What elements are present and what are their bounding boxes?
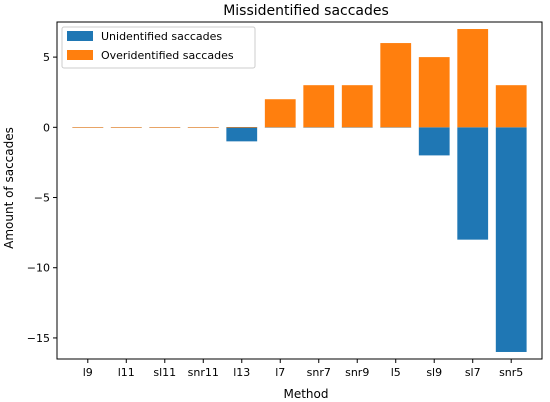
bar-l9 [72, 127, 104, 128]
legend-swatch-unidentified [67, 31, 93, 41]
series-unidentified [72, 127, 527, 352]
bar-snr11 [187, 127, 219, 128]
bar-snr7 [303, 85, 335, 128]
x-tick-label: l5 [391, 366, 401, 379]
bar-snr9 [341, 85, 373, 128]
bar-sl11 [149, 127, 181, 128]
y-tick-label: 5 [43, 51, 50, 64]
x-tick-label: l11 [118, 366, 135, 379]
legend-frame [61, 26, 256, 69]
x-tick-label: sl11 [153, 366, 176, 379]
x-tick-label: snr5 [499, 366, 523, 379]
chart-title: Missidentified saccades [223, 3, 389, 19]
bar-l11 [110, 127, 142, 128]
bar-sl7 [457, 127, 489, 240]
series-overidentified [72, 29, 527, 128]
x-tick-label: snr9 [345, 366, 369, 379]
x-tick-label: sl9 [426, 366, 442, 379]
plot-area: −15 −10 −5 0 5 l9 l11 sl11 snr11 l13 l7 snr7 snr9 l5 s… [27, 21, 543, 379]
y-tick-label: −15 [27, 332, 50, 345]
y-axis-label: Amount of saccades [2, 127, 16, 249]
bar-snr5 [495, 127, 527, 352]
bar-l13 [226, 127, 258, 142]
x-tick-label: l7 [275, 366, 285, 379]
bar-l5 [380, 43, 412, 128]
legend-label-overidentified: Overidentified saccades [101, 49, 234, 62]
bar-l13 [226, 127, 258, 128]
bar-l7 [264, 99, 296, 128]
bar-sl9 [418, 127, 450, 156]
x-axis-label: Method [283, 387, 328, 401]
axes-frame [56, 21, 543, 360]
bar-sl7 [457, 29, 489, 128]
legend-swatch-overidentified [67, 50, 93, 60]
y-tick-label: −5 [34, 192, 50, 205]
x-tick-label: snr11 [188, 366, 219, 379]
x-tick-label: l13 [233, 366, 250, 379]
legend-label-unidentified: Unidentified saccades [101, 30, 222, 43]
x-tick-label: snr7 [307, 366, 331, 379]
y-tick-label: −10 [27, 262, 50, 275]
y-tick-label: 0 [43, 121, 50, 134]
legend: Unidentified saccades Overidentified sac… [61, 26, 256, 69]
bar-snr5 [495, 85, 527, 128]
x-tick-label: sl7 [465, 366, 481, 379]
x-tick-label: l9 [83, 366, 93, 379]
bar-sl9 [418, 57, 450, 128]
